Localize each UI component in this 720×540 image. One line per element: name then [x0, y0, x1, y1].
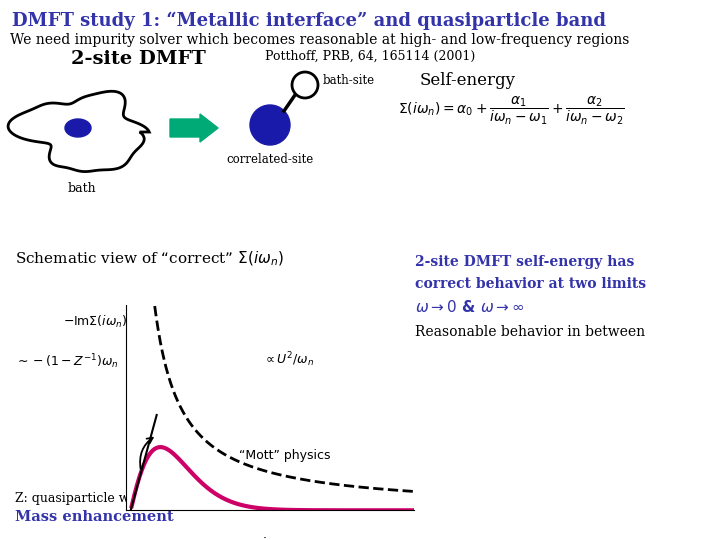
Text: $\Sigma(i\omega_n) = \alpha_0 + \dfrac{\alpha_1}{i\omega_n - \omega_1} + \dfrac{: $\Sigma(i\omega_n) = \alpha_0 + \dfrac{\… — [398, 95, 625, 127]
Text: 2-site DMFT self-energy has: 2-site DMFT self-energy has — [415, 255, 634, 269]
Text: $\omega\rightarrow 0$ & $\omega\rightarrow\infty$: $\omega\rightarrow 0$ & $\omega\rightarr… — [415, 299, 525, 315]
Text: DMFT study 1: “Metallic interface” and quasiparticle band: DMFT study 1: “Metallic interface” and q… — [12, 12, 606, 30]
Circle shape — [292, 72, 318, 98]
Text: $-\mathrm{Im}\Sigma(i\omega_n)$: $-\mathrm{Im}\Sigma(i\omega_n)$ — [63, 314, 127, 330]
Text: Z: quasiparticle weight: Z: quasiparticle weight — [15, 492, 162, 505]
Circle shape — [250, 105, 290, 145]
FancyArrow shape — [170, 114, 218, 142]
Text: Potthoff, PRB, 64, 165114 (2001): Potthoff, PRB, 64, 165114 (2001) — [265, 50, 475, 63]
Text: correct behavior at two limits: correct behavior at two limits — [415, 277, 646, 291]
Text: We need impurity solver which becomes reasonable at high- and low-frequency regi: We need impurity solver which becomes re… — [10, 33, 629, 47]
Text: bath-site: bath-site — [323, 75, 375, 87]
Text: bath: bath — [68, 182, 96, 195]
Text: $\propto U^2/\omega_n$: $\propto U^2/\omega_n$ — [263, 350, 314, 369]
Text: correlated-site: correlated-site — [226, 153, 314, 166]
Text: $\sim -(1-Z^{-1})\omega_n$: $\sim -(1-Z^{-1})\omega_n$ — [15, 352, 119, 370]
Text: 2-site DMFT: 2-site DMFT — [71, 50, 205, 68]
Text: Self-energy: Self-energy — [420, 72, 516, 89]
Text: Mass enhancement: Mass enhancement — [15, 510, 174, 524]
Text: $i\omega_n$: $i\omega_n$ — [261, 535, 284, 540]
Ellipse shape — [65, 119, 91, 137]
Text: Schematic view of “correct” $\Sigma(i\omega_n)$: Schematic view of “correct” $\Sigma(i\om… — [15, 250, 284, 268]
Text: Reasonable behavior in between: Reasonable behavior in between — [415, 325, 645, 339]
Text: “Mott” physics: “Mott” physics — [239, 449, 330, 462]
